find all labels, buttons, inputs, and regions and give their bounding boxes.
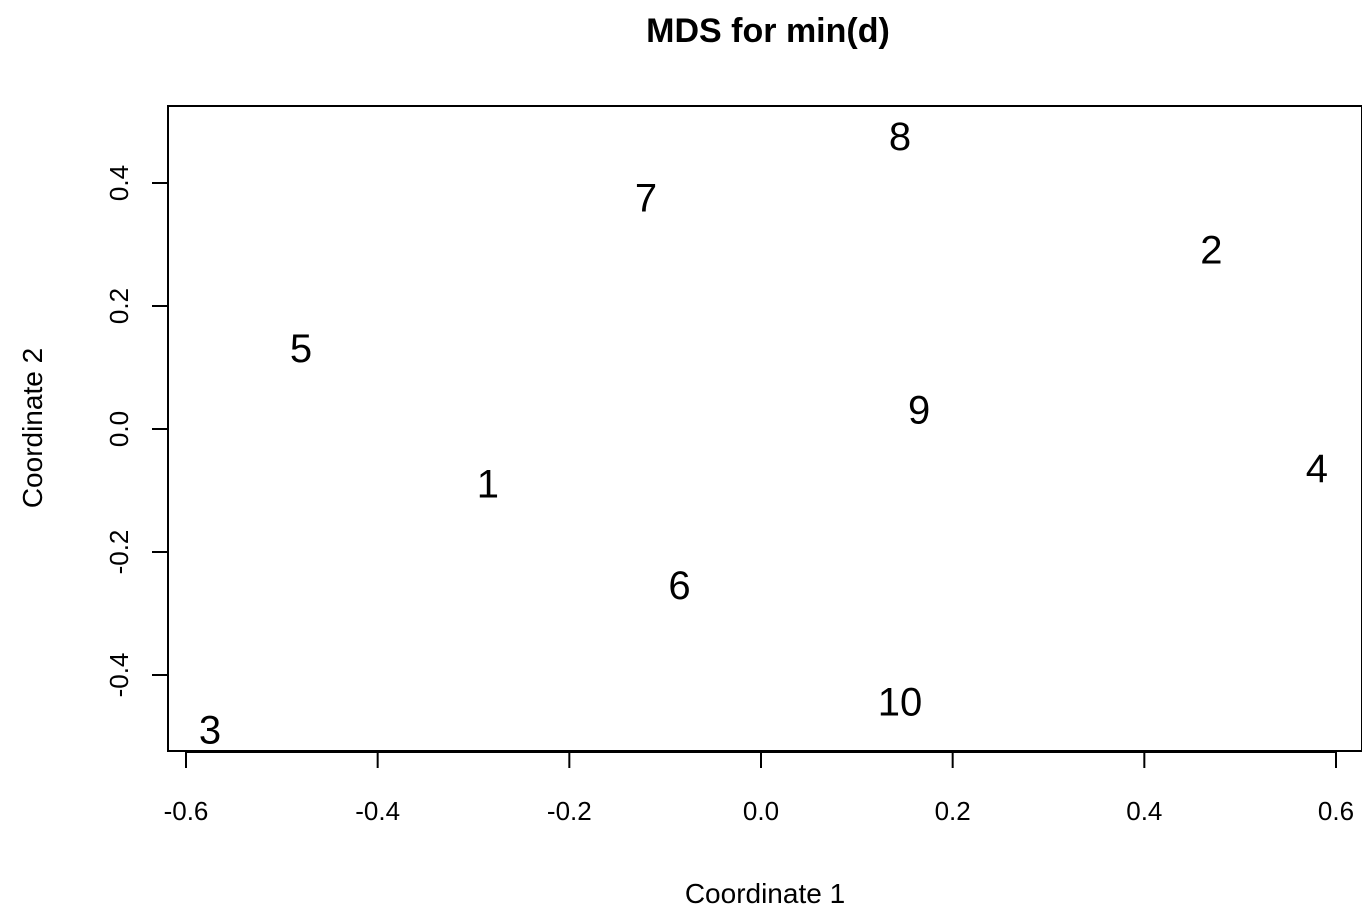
point-label-9: 9	[908, 389, 930, 433]
y-axis-label: Coordinate 2	[17, 348, 48, 508]
x-tick-label: -0.4	[355, 796, 400, 826]
y-tick-label: 0.2	[104, 288, 134, 324]
y-tick-label: 0.0	[104, 411, 134, 447]
point-label-7: 7	[635, 176, 657, 220]
x-tick-label: -0.2	[547, 796, 592, 826]
chart-title: MDS for min(d)	[646, 12, 890, 50]
plot-area	[167, 105, 1362, 752]
point-label-5: 5	[290, 327, 312, 371]
point-label-4: 4	[1306, 447, 1328, 491]
x-tick-label: 0.2	[935, 796, 971, 826]
y-axis: -0.4 -0.2 0.0 0.2 0.4	[104, 165, 169, 698]
x-tick-label: 0.6	[1318, 796, 1354, 826]
point-label-6: 6	[668, 564, 690, 608]
y-tick-label: -0.2	[104, 530, 134, 575]
x-axis-label: Coordinate 1	[685, 878, 845, 908]
x-tick-label: -0.6	[164, 796, 209, 826]
data-points: 1 2 3 4 5 6 7 8 9 10	[199, 115, 1328, 752]
point-label-1: 1	[477, 462, 499, 506]
point-label-8: 8	[889, 115, 911, 159]
point-label-10: 10	[878, 681, 923, 725]
x-tick-label: 0.4	[1126, 796, 1162, 826]
x-tick-label: 0.0	[743, 796, 779, 826]
point-label-2: 2	[1200, 229, 1222, 273]
y-tick-label: -0.4	[104, 653, 134, 698]
y-tick-label: 0.4	[104, 165, 134, 201]
point-label-3: 3	[199, 708, 221, 752]
x-axis: -0.6 -0.4 -0.2 0.0 0.2 0.4 0.6	[164, 751, 1354, 826]
